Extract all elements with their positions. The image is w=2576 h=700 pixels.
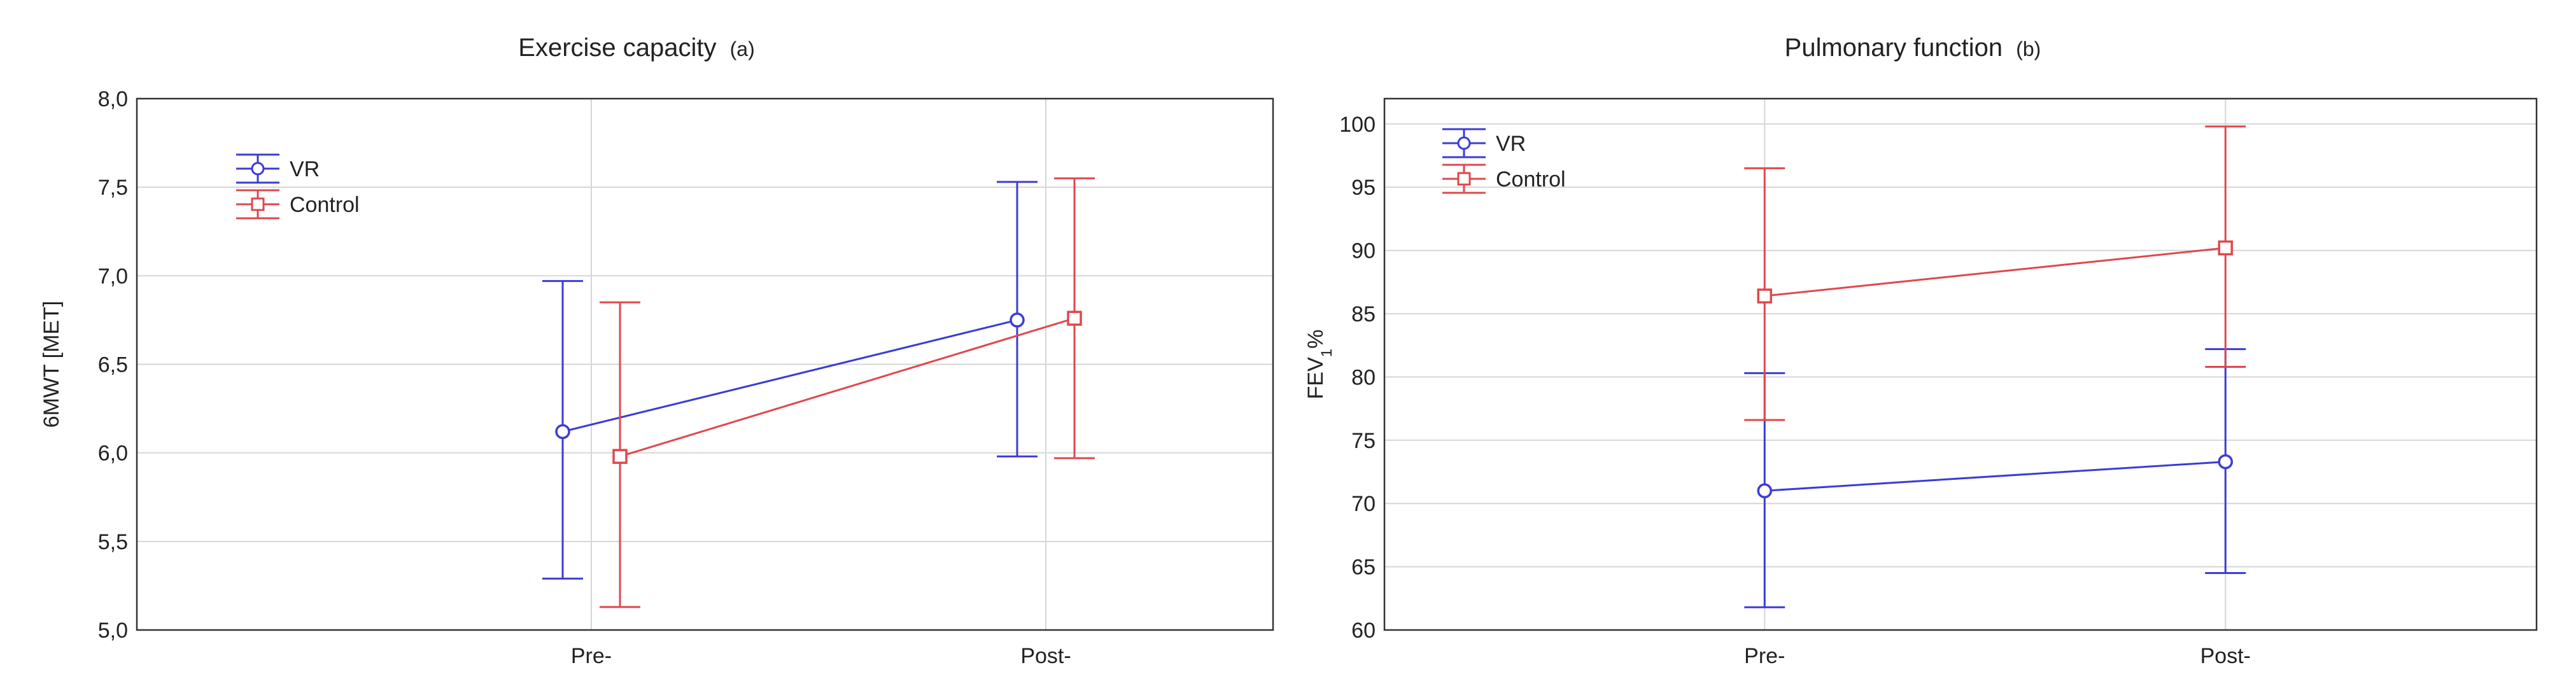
legend-marker	[1457, 136, 1471, 150]
series-line-control	[1764, 247, 2226, 297]
legend: VR Control	[236, 153, 360, 220]
y-tick-label: 5,5	[98, 530, 128, 554]
legend-item-vr: VR	[236, 153, 320, 184]
y-tick-label: 7,0	[98, 264, 128, 288]
data-point	[1757, 483, 1773, 499]
legend-item-vr: VR	[1442, 128, 1526, 158]
x-tick-label: Pre-	[571, 644, 612, 668]
legend-label: Control	[290, 193, 360, 217]
series-line-vr	[562, 319, 1018, 433]
chart-title: Pulmonary function (b)	[1785, 34, 2041, 62]
legend-label: VR	[1496, 132, 1526, 156]
chart-pulmonary-function: Pulmonary function (b) 60 65 70 75 80 85 90 95 1…	[1304, 34, 2538, 668]
legend-marker	[251, 197, 265, 211]
y-tick-label: 85	[1351, 302, 1376, 326]
legend-label: Control	[1496, 167, 1566, 192]
data-point	[555, 424, 570, 440]
plot-frame	[1383, 97, 2538, 631]
y-tick-label: 8,0	[98, 87, 128, 111]
y-tick-label: 6,0	[98, 442, 128, 466]
y-tick-label: 7,5	[98, 176, 128, 200]
y-axis-label: 6MWT [MET]	[39, 301, 64, 428]
x-tick-label: Post-	[2200, 644, 2251, 668]
legend-label: VR	[290, 157, 320, 181]
y-axis-label: FEV1%	[1304, 330, 1335, 400]
y-tick-label: 60	[1351, 619, 1376, 643]
x-tick-label: Pre-	[1744, 644, 1785, 668]
y-tick-label: 90	[1351, 239, 1376, 263]
legend: VR Control	[1442, 128, 1566, 194]
y-tick-label: 6,5	[98, 353, 128, 377]
y-tick-label: 65	[1351, 556, 1376, 580]
y-tick-label: 70	[1351, 492, 1376, 516]
y-tick-label: 75	[1351, 429, 1376, 453]
data-point	[1757, 288, 1773, 304]
legend-marker	[1457, 172, 1471, 186]
data-point	[1010, 312, 1025, 328]
chart-title: Exercise capacity (a)	[518, 34, 754, 62]
x-tick-label: Post-	[1020, 644, 1071, 668]
data-point	[2218, 454, 2234, 470]
y-tick-label: 80	[1351, 365, 1376, 389]
data-point	[1067, 311, 1082, 326]
legend-marker	[251, 162, 265, 176]
data-point	[2218, 240, 2234, 256]
legend-item-control: Control	[236, 189, 360, 220]
plot-frame	[136, 97, 1274, 631]
series-line-vr	[1764, 461, 2226, 492]
y-tick-label: 5,0	[98, 619, 128, 643]
data-point	[612, 449, 628, 464]
series-line-control	[619, 317, 1075, 458]
chart-exercise-capacity: Exercise capacity (a) 5,0 5,5 6,0 6,5 7,0 7,5…	[39, 34, 1274, 668]
legend-item-control: Control	[1442, 164, 1566, 194]
y-tick-label: 100	[1339, 113, 1376, 137]
y-tick-label: 95	[1351, 176, 1376, 200]
